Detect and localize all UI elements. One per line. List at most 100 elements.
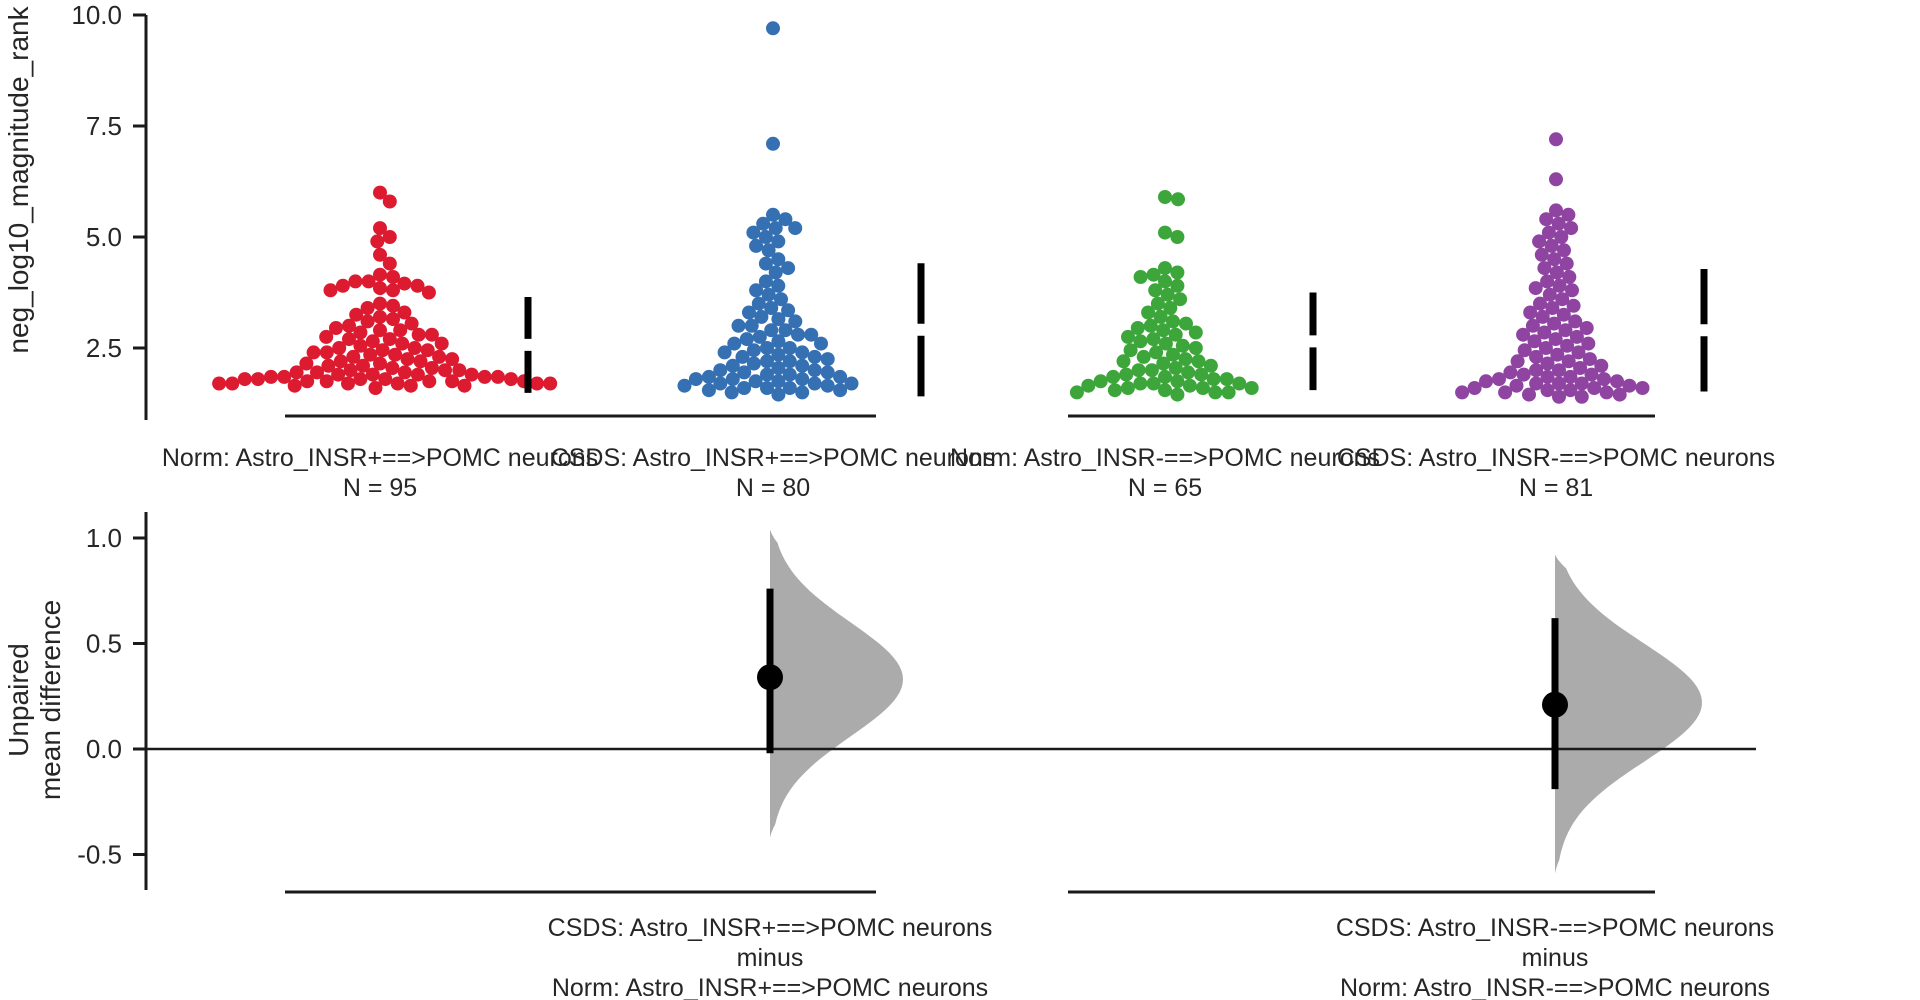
swarm-dot xyxy=(445,352,460,367)
swarm-group xyxy=(1069,190,1259,402)
swarm-dot xyxy=(343,363,358,378)
swarm-dot xyxy=(1563,369,1578,384)
swarm-dot xyxy=(388,347,403,362)
swarm-dot xyxy=(329,321,343,335)
swarm-dot xyxy=(407,341,422,355)
swarm-dot xyxy=(1557,243,1571,258)
swarm-dot xyxy=(1535,309,1550,324)
swarm-dot xyxy=(814,336,828,351)
swarm-dot xyxy=(1492,372,1506,387)
swarm-dot xyxy=(1622,378,1637,393)
y-tick-label: -0.5 xyxy=(77,840,122,870)
swarm-dot xyxy=(1188,325,1203,340)
swarm-dot xyxy=(1158,225,1172,240)
swarm-dot xyxy=(370,234,385,249)
swarm-dot xyxy=(360,314,375,329)
swarm-dot xyxy=(1232,376,1247,391)
swarm-dot xyxy=(323,283,338,298)
swarm-dot xyxy=(1069,385,1084,400)
swarm-dot xyxy=(778,212,793,227)
swarm-dot xyxy=(386,283,400,298)
swarm-dot xyxy=(1160,287,1175,302)
swarm-dot xyxy=(1173,292,1188,307)
swarm-dot xyxy=(1548,332,1563,347)
swarm-dot xyxy=(400,352,415,367)
swarm-dot xyxy=(1610,374,1624,389)
swarm-dot xyxy=(1549,203,1563,218)
swarm-dot xyxy=(432,349,447,364)
swarm-dot xyxy=(820,365,835,380)
swarm-dot xyxy=(1170,265,1185,280)
swarm-dot xyxy=(1566,298,1581,313)
swarm-dot xyxy=(1208,385,1223,400)
swarm-dot xyxy=(1534,247,1549,262)
swarm-dot xyxy=(365,367,380,382)
swarm-dot xyxy=(749,283,764,298)
swarm-dot xyxy=(390,376,405,391)
swarm-dot xyxy=(373,356,387,371)
swarm-dot xyxy=(758,256,773,271)
swarm-dot xyxy=(1564,221,1579,236)
swarm-dot xyxy=(1538,341,1553,355)
swarm-dot xyxy=(319,329,334,344)
swarm-dot xyxy=(277,369,292,384)
swarm-dot xyxy=(1170,278,1185,293)
bottom-comparison-labels: CSDS: Astro_INSR+==>POMC neuronsminusNor… xyxy=(548,914,1775,1000)
swarm-dot xyxy=(1178,352,1193,367)
swarm-dot xyxy=(464,367,479,382)
swarm-dot xyxy=(701,383,716,398)
swarm-dot xyxy=(761,287,776,302)
swarm-dot xyxy=(1221,385,1236,400)
swarm-dot xyxy=(530,376,544,391)
swarm-dot xyxy=(1549,265,1564,280)
swarm-dot xyxy=(264,369,278,384)
swarm-dot xyxy=(504,372,518,387)
swarm-dot xyxy=(346,349,361,364)
comparison-label-line: Norm: Astro_INSR+==>POMC neurons xyxy=(552,974,988,1000)
swarm-dot xyxy=(788,221,803,236)
swarm-dot xyxy=(1573,361,1588,375)
swarm-dot xyxy=(225,376,240,391)
swarm-group xyxy=(677,21,859,402)
swarm-dot xyxy=(1149,345,1164,360)
bottom-y-ticks: 1.0 0.5 0.0 -0.5 xyxy=(77,523,146,870)
bottom-y-axis-label-line2: mean difference xyxy=(35,600,66,800)
swarm-dot xyxy=(410,278,425,293)
swarm-dot xyxy=(373,296,387,311)
swarm-dot xyxy=(373,323,387,338)
top-panel: 10.0 7.5 5.0 2.5 Norm: Astro_INSR+==>POMC n… xyxy=(3,0,1775,502)
swarm-dot xyxy=(348,274,363,289)
group-n-label: N = 65 xyxy=(1128,474,1202,502)
swarm-dot xyxy=(1171,192,1185,207)
swarm-dot xyxy=(1219,372,1234,387)
swarm-dot xyxy=(746,225,761,240)
swarm-dot xyxy=(758,274,773,289)
swarm-dot xyxy=(1194,367,1209,382)
y-tick-label: 1.0 xyxy=(86,523,122,553)
swarm-dot xyxy=(1170,230,1185,244)
swarm-dot xyxy=(713,363,728,378)
swarm-dot xyxy=(1121,329,1135,344)
swarm-dot xyxy=(1158,383,1172,398)
swarm-dot xyxy=(341,376,355,391)
swarm-dot xyxy=(795,385,810,400)
swarm-dot xyxy=(1175,338,1190,353)
swarm-dot xyxy=(1479,374,1493,389)
swarm-dot xyxy=(342,332,356,347)
swarm-dot xyxy=(782,354,797,369)
swarm-dot xyxy=(791,327,805,342)
swarm-dot xyxy=(746,343,761,358)
swarm-dot xyxy=(807,376,822,391)
swarm-dot xyxy=(1547,252,1562,267)
group-n-label: N = 81 xyxy=(1519,474,1593,502)
swarm-dot xyxy=(424,361,439,375)
swarm-dot xyxy=(332,341,347,355)
swarm-dot xyxy=(365,334,380,349)
swarm-dot xyxy=(735,349,750,364)
swarm-dot xyxy=(760,341,774,355)
swarm-dot xyxy=(760,367,774,382)
swarm-dot xyxy=(306,345,321,360)
swarm-dot xyxy=(335,278,350,293)
y-tick-label: 2.5 xyxy=(86,333,122,363)
